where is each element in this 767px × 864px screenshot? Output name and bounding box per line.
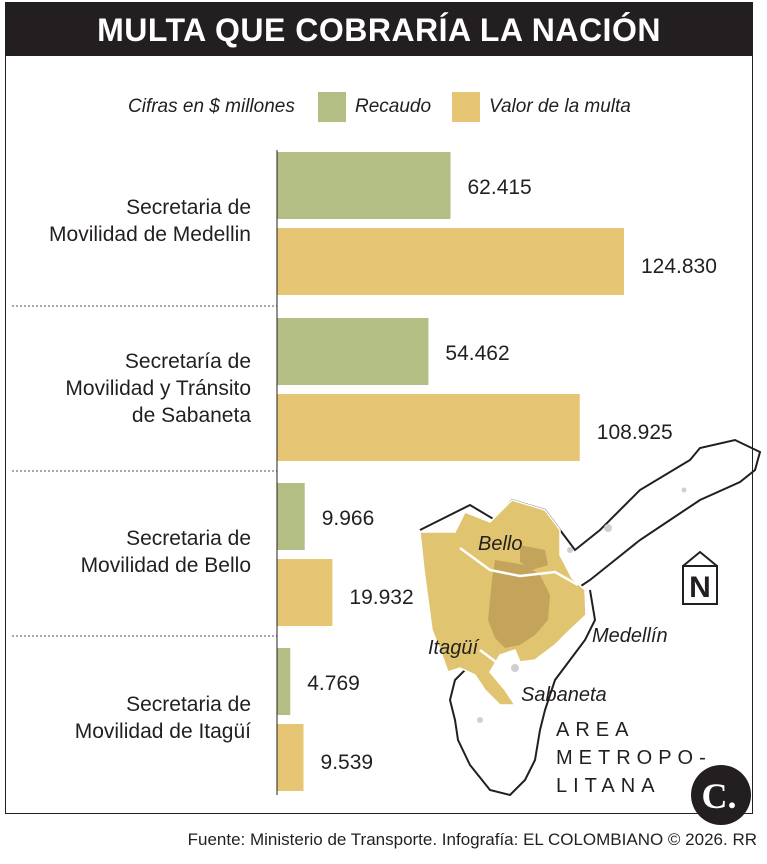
bar-recaudo [277, 483, 305, 550]
source-footer: Fuente: Ministerio de Transporte. Infogr… [187, 830, 757, 849]
map-dot [511, 664, 519, 672]
bar-recaudo [277, 648, 291, 715]
logo-text: C. [702, 776, 737, 816]
bar-valor-multa [277, 559, 333, 626]
legend-swatch-valor [452, 92, 480, 122]
legend-label-recaudo: Recaudo [355, 96, 432, 117]
legend-label-valor: Valor de la multa [489, 96, 631, 117]
category-label-line: Secretaria de [126, 196, 251, 219]
bars-group: 62.415 124.830 54.462 108.925 9.966 19.932 4.7… [277, 152, 717, 791]
category-label-line: Secretaria de [126, 693, 251, 716]
category-label: Secretaría de Movilidad y Tránsito de Saba… [0, 348, 251, 429]
value-label-valor-multa: 124.830 [641, 255, 717, 278]
map-urban-bello [520, 545, 548, 570]
category-label-line: Movilidad de Itagüí [74, 720, 251, 743]
category-label-line: Movilidad de Bello [80, 554, 251, 577]
value-label-valor-multa: 19.932 [349, 586, 413, 609]
metropolitan-area-map: Bello Medellín Itagüí Sabaneta AREA METR… [419, 438, 762, 825]
value-label-recaudo: 54.462 [445, 342, 509, 365]
map-label-medellin: Medellín [592, 625, 668, 647]
map-label-bello: Bello [478, 533, 522, 555]
value-label-valor-multa: 9.539 [321, 751, 374, 774]
map-label-sabaneta: Sabaneta [521, 684, 607, 706]
area-label-line-1: AREA [556, 719, 634, 741]
bar-recaudo [277, 152, 451, 219]
value-label-valor-multa: 108.925 [597, 421, 673, 444]
category-label-line: Secretaría de [124, 349, 251, 373]
map-dot [604, 524, 612, 532]
category-label: Secretaria de Movilidad de Itagüí [0, 691, 251, 745]
title-bar: MULTA QUE COBRARÍA LA NACIÓN [5, 2, 753, 56]
north-arrow-icon: N [682, 550, 718, 605]
category-label-line: de Sabaneta [131, 403, 251, 427]
legend-swatch-recaudo [318, 92, 346, 122]
north-label: N [689, 571, 711, 604]
map-dot [567, 547, 573, 553]
unit-note: Cifras en $ millones [128, 96, 295, 117]
map-label-itagui: Itagüí [428, 637, 480, 659]
value-label-recaudo: 62.415 [468, 176, 532, 199]
map-urban-area [488, 560, 550, 648]
value-label-recaudo: 9.966 [322, 507, 375, 530]
map-road [459, 546, 579, 587]
map-road-south [479, 649, 526, 674]
map-dot [477, 717, 483, 723]
area-label-line-2: METROPO- [556, 747, 712, 769]
category-label-line: Movilidad de Medellin [49, 223, 251, 246]
bar-valor-multa [277, 724, 304, 791]
map-dot [681, 487, 687, 493]
area-label-line-3: LITANA [556, 775, 661, 797]
bar-recaudo [277, 318, 429, 385]
category-label: Secretaria de Movilidad de Bello [0, 525, 251, 579]
category-label: Secretaria de Movilidad de Medellin [0, 194, 251, 248]
category-label-line: Secretaria de [126, 527, 251, 550]
bar-valor-multa [277, 394, 580, 461]
category-label-line: Movilidad y Tránsito [65, 376, 251, 400]
chart-title: MULTA QUE COBRARÍA LA NACIÓN [97, 12, 661, 48]
value-label-recaudo: 4.769 [307, 672, 360, 695]
el-colombiano-logo: C. [691, 765, 751, 825]
category-separators [12, 305, 277, 637]
bar-valor-multa [277, 228, 624, 295]
